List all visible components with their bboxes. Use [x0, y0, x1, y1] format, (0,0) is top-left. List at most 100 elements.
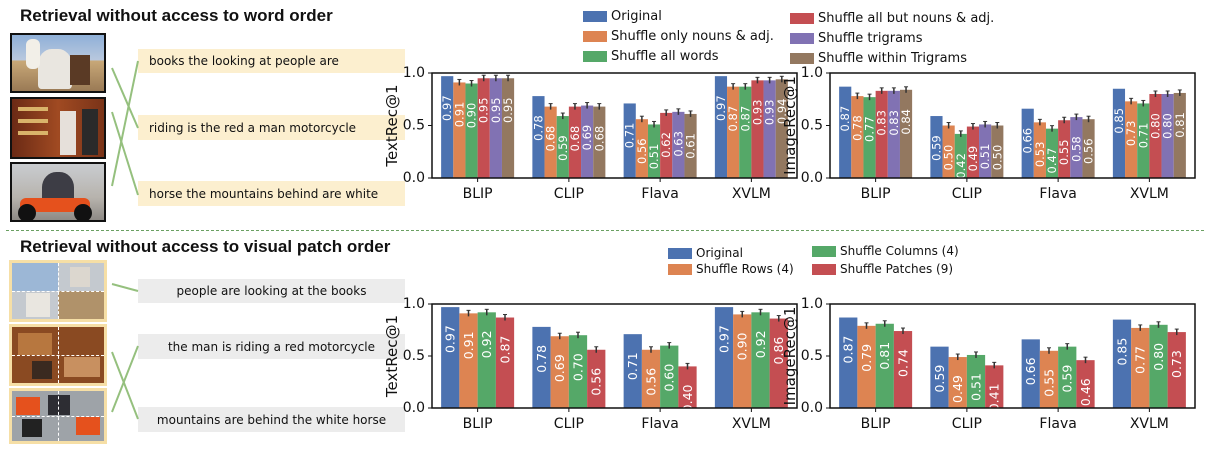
legend-item: Original	[668, 246, 743, 260]
bar	[581, 105, 594, 178]
legend-swatch	[812, 245, 836, 257]
connector-line	[111, 60, 139, 187]
bar	[678, 366, 697, 408]
connector-line	[111, 351, 139, 420]
bar	[1167, 332, 1186, 408]
bar	[930, 116, 943, 178]
x-tick-label: CLIP	[952, 186, 982, 202]
bar	[985, 365, 1004, 408]
y-tick-label: 0.0	[801, 170, 823, 186]
bar-value-label: 0.68	[568, 126, 582, 152]
bar	[441, 76, 454, 178]
y-tick-label: 0.5	[801, 348, 823, 364]
bar-value-label: 0.97	[443, 325, 458, 353]
bottom-section-title: Retrieval without access to visual patch…	[20, 237, 391, 256]
bar	[727, 86, 740, 178]
bar	[1076, 360, 1095, 408]
bar	[1137, 103, 1150, 178]
legend-label: Shuffle Rows (4)	[696, 262, 794, 276]
bar-value-label: 0.59	[929, 135, 943, 161]
bar-value-label: 0.56	[635, 138, 649, 164]
bar	[751, 312, 770, 408]
bar-value-label: 0.51	[647, 144, 661, 170]
y-tick-label: 1.0	[403, 65, 425, 81]
bar-value-label: 0.55	[1057, 139, 1071, 165]
x-tick-label: BLIP	[861, 186, 891, 202]
bar	[465, 83, 478, 178]
bar	[948, 357, 967, 408]
bar	[966, 126, 980, 178]
y-tick-label: 1.0	[801, 65, 823, 81]
bar	[839, 317, 858, 408]
bar	[1125, 101, 1138, 178]
bar-value-label: 0.92	[479, 330, 494, 358]
connector-line	[111, 67, 139, 129]
bar	[501, 78, 515, 178]
chart-2: 0.870.780.770.830.830.84BLIP0.590.500.42…	[781, 65, 1196, 202]
bar-value-label: 0.46	[1078, 378, 1093, 406]
bar-value-label: 0.90	[735, 332, 750, 360]
bar-value-label: 0.87	[838, 106, 852, 132]
bar-value-label: 0.84	[899, 109, 913, 135]
bar	[568, 335, 588, 408]
x-tick-label: XVLM	[732, 416, 771, 432]
bar-value-label: 0.71	[1136, 123, 1150, 149]
bar	[489, 78, 502, 178]
y-tick-label: 0.0	[801, 400, 823, 416]
x-tick-label: Flava	[641, 186, 678, 202]
bar	[556, 116, 569, 178]
legend-swatch	[790, 53, 814, 64]
legend-label: Shuffle all words	[611, 49, 719, 64]
y-tick-label: 1.0	[801, 296, 823, 312]
legend-item: Original	[583, 9, 662, 24]
x-tick-label: XVLM	[732, 186, 771, 202]
bar-value-label: 0.77	[1133, 346, 1148, 374]
bar	[684, 113, 697, 178]
bar-value-label: 0.97	[717, 325, 732, 353]
connector-line	[111, 283, 139, 292]
bar-value-label: 0.81	[1173, 112, 1187, 138]
bar-value-label: 0.51	[978, 144, 992, 170]
bar-value-label: 0.90	[465, 103, 479, 129]
bar	[875, 90, 888, 178]
legend-label: Shuffle only nouns & adj.	[611, 29, 774, 44]
bar	[593, 106, 606, 178]
y-tick-label: 0.0	[403, 400, 425, 416]
bar	[477, 312, 496, 408]
legend-label: Shuffle Columns (4)	[840, 244, 959, 258]
bar	[1173, 92, 1186, 178]
bar	[1058, 120, 1071, 178]
caption-3: mountains are behind the white horse	[138, 407, 405, 432]
x-tick-label: XVLM	[1130, 186, 1169, 202]
bar-value-label: 0.87	[726, 106, 740, 132]
bar	[1161, 94, 1174, 178]
x-tick-label: CLIP	[952, 416, 982, 432]
bar	[1149, 94, 1162, 178]
bar	[1058, 346, 1077, 408]
bar	[495, 317, 515, 408]
bar-value-label: 0.80	[1148, 113, 1162, 139]
y-axis-label: ImageRec@1	[781, 307, 799, 406]
bar	[979, 124, 992, 178]
bar-value-label: 0.97	[714, 95, 728, 121]
bar-value-label: 0.59	[932, 365, 947, 393]
bar-value-label: 0.47	[1045, 148, 1059, 174]
bar	[1149, 324, 1168, 408]
bookshelf-photo	[10, 97, 106, 159]
legend-item: Shuffle all words	[583, 49, 718, 64]
bar-value-label: 0.49	[950, 375, 965, 403]
bar-value-label: 0.86	[771, 337, 786, 365]
bar-value-label: 0.78	[534, 345, 549, 373]
x-tick-label: Flava	[1039, 186, 1076, 202]
bar-value-label: 0.56	[644, 368, 659, 396]
patch-shuffled-people-photo	[9, 388, 107, 444]
legend-label: Original	[611, 9, 662, 24]
bar	[851, 96, 864, 178]
bar	[966, 354, 986, 408]
bar-value-label: 0.97	[440, 95, 454, 121]
bar-value-label: 0.41	[987, 383, 1002, 411]
bar-value-label: 0.56	[1082, 138, 1096, 164]
bar	[1021, 339, 1040, 408]
